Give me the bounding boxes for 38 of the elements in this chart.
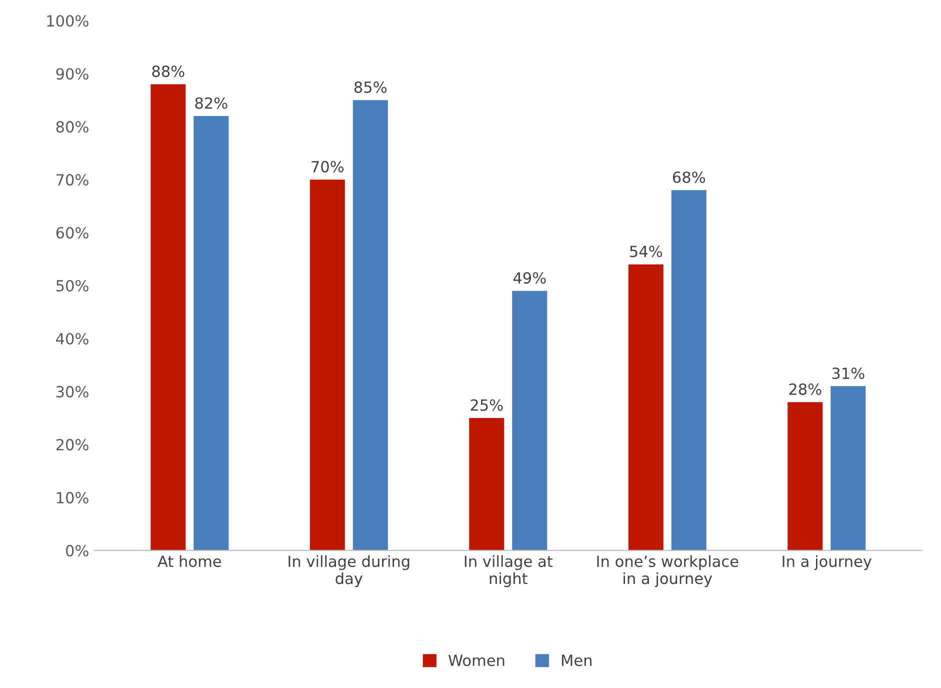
bar <box>512 290 548 550</box>
bar <box>469 418 504 550</box>
y-tick-label: 20% <box>56 438 88 450</box>
data-label: 54% <box>630 246 662 258</box>
y-tick-label: 70% <box>56 174 88 186</box>
y-tick-label: 50% <box>56 280 88 292</box>
bar <box>830 386 866 550</box>
data-label: 68% <box>672 171 706 184</box>
data-label: 88% <box>152 66 184 78</box>
y-tick-label: 80% <box>56 121 88 133</box>
x-tick-label: In village at night <box>464 555 553 588</box>
bar <box>310 180 345 550</box>
bar <box>194 116 229 550</box>
y-tick-label: 0% <box>66 544 88 556</box>
bar <box>788 402 823 550</box>
bar <box>150 84 186 550</box>
bar <box>628 264 664 550</box>
x-tick-label: In village during day <box>288 555 410 588</box>
x-tick-label: In one’s workplace in a journey <box>597 555 738 588</box>
data-label: 28% <box>789 383 822 395</box>
x-tick-label: In a journey <box>782 555 872 570</box>
legend-label: Men <box>562 654 592 666</box>
y-tick-label: 90% <box>56 68 88 80</box>
legend-label: Women <box>448 654 504 666</box>
data-label: 82% <box>195 97 228 109</box>
data-label: 85% <box>354 81 387 93</box>
data-label: 49% <box>513 272 546 284</box>
bar <box>352 100 388 550</box>
y-tick-label: 30% <box>56 386 88 398</box>
y-tick-label: 40% <box>56 332 88 345</box>
y-tick-label: 60% <box>56 227 88 239</box>
y-tick-label: 100% <box>47 15 88 27</box>
data-label: 70% <box>312 160 344 172</box>
data-label: 25% <box>470 399 503 411</box>
bar <box>671 190 706 550</box>
y-tick-label: 10% <box>56 492 88 504</box>
data-label: 31% <box>832 367 864 380</box>
x-tick-label: At home <box>158 555 222 568</box>
